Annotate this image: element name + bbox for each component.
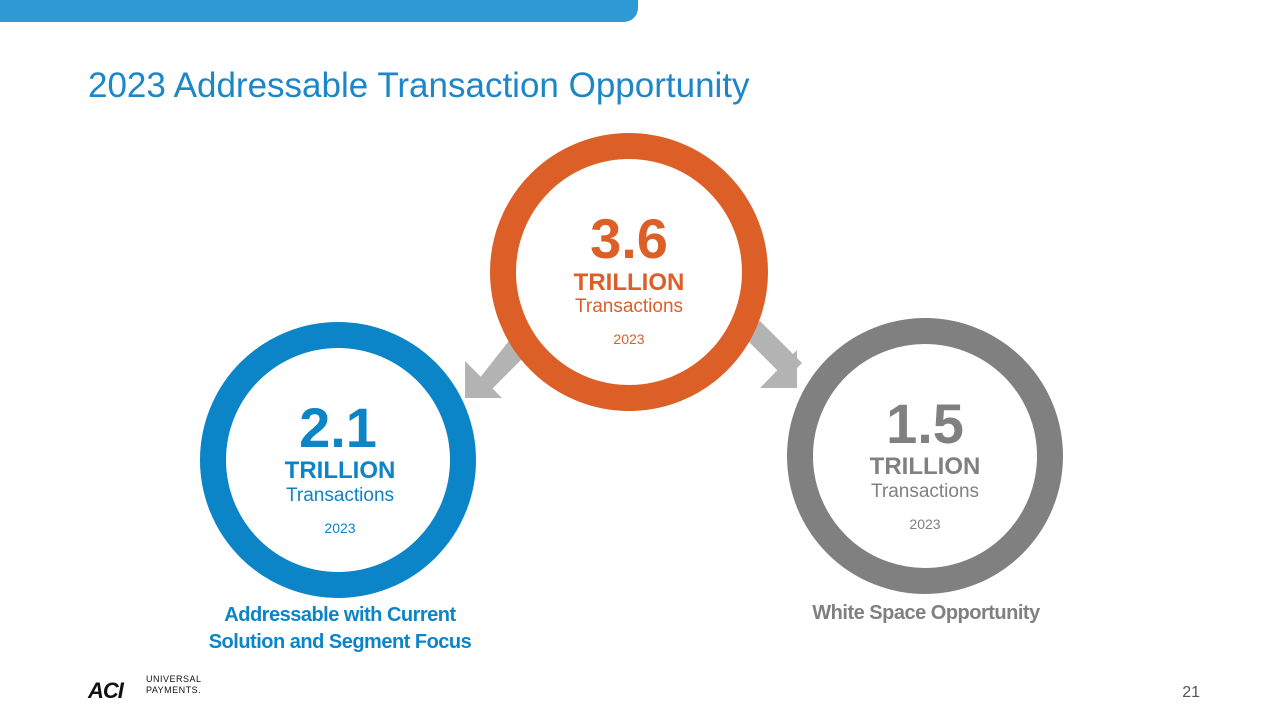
total-year: 2023 [613,331,644,347]
addressable-caption-line1: Addressable with Current [224,604,456,626]
addressable-circle: 2.1 TRILLION Transactions 2023 [200,322,476,598]
white-space-value: 1.5 [886,392,964,455]
aci-logo-text: UNIVERSAL PAYMENTS. [146,674,202,696]
white-space-circle: 1.5 TRILLION Transactions 2023 [787,318,1063,594]
white-space-year: 2023 [909,516,940,532]
logo-line1: UNIVERSAL [146,674,202,684]
total-circle: 3.6 TRILLION Transactions 2023 [490,133,768,411]
white-space-unit: TRILLION [870,453,981,480]
white-space-sub: Transactions [871,481,979,502]
page-number: 21 [1182,684,1200,701]
addressable-year: 2023 [324,520,355,536]
addressable-value: 2.1 [299,396,377,459]
page-title: 2023 Addressable Transaction Opportunity [88,66,750,105]
addressable-sub: Transactions [286,485,394,506]
addressable-caption: Addressable with Current Solution and Se… [170,602,510,656]
addressable-caption-line2: Solution and Segment Focus [208,631,472,653]
logo-line2: PAYMENTS. [146,685,202,695]
arrow-down-left-icon [465,337,528,398]
white-space-caption: White Space Opportunity [812,602,1040,624]
top-accent-bar [0,0,638,22]
aci-logo-mark: ACI [88,678,124,703]
total-unit: TRILLION [574,269,685,296]
total-value: 3.6 [590,207,668,270]
arrow-down-right-icon [744,321,802,388]
total-sub: Transactions [575,296,683,317]
addressable-unit: TRILLION [285,457,396,484]
